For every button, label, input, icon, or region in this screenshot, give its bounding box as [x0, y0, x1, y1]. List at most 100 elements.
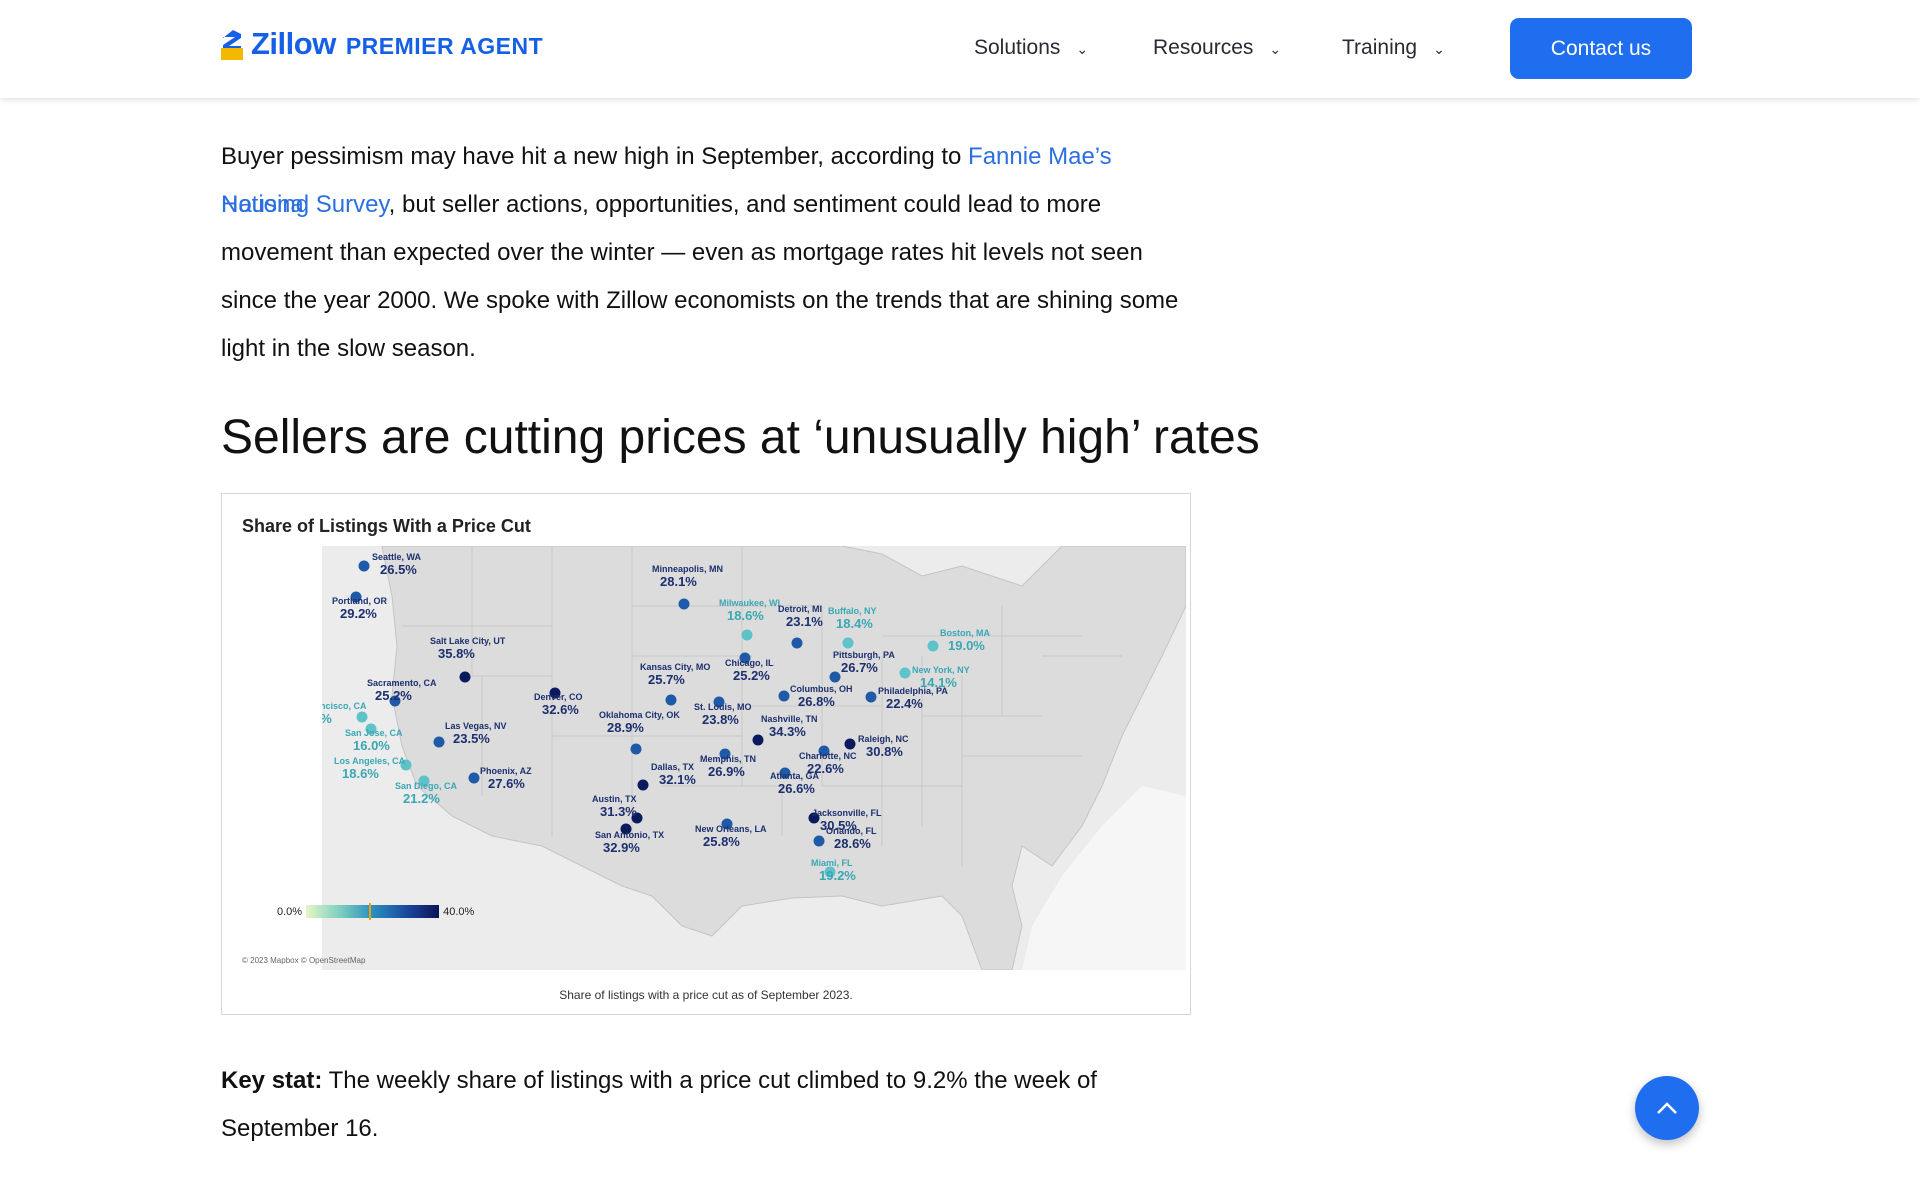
nav-resources[interactable]: Resources ⌄: [1153, 36, 1281, 60]
city-dot: [829, 671, 841, 683]
city-value-label: 22.6%: [807, 761, 844, 776]
city-dot: [630, 743, 642, 755]
city-value-label: 25.2%: [733, 668, 770, 683]
city-value-label: 25.8%: [703, 834, 740, 849]
city-value-label: 21.2%: [403, 791, 440, 806]
city-name-label: Austin, TX: [592, 794, 637, 804]
city-name-label: Memphis, TN: [700, 754, 756, 764]
city-name-label: Kansas City, MO: [640, 662, 710, 672]
city-value-label: 32.1%: [659, 772, 696, 787]
nav-solutions-label: Solutions: [974, 36, 1061, 59]
city-value-label: 26.5%: [380, 562, 417, 577]
city-name-label: Dallas, TX: [651, 762, 694, 772]
city-name-label: Milwaukee, WI: [719, 598, 780, 608]
logo-wordmark: Zillow: [251, 26, 336, 61]
color-legend: 0.0% 40.0%: [277, 903, 475, 920]
chevron-down-icon: ⌄: [1433, 40, 1445, 57]
scroll-to-top-button[interactable]: [1635, 1076, 1699, 1140]
key-stat: Key stat: The weekly share of listings w…: [221, 1057, 1201, 1153]
city-name-label: Detroit, MI: [778, 604, 822, 614]
city-dot: [665, 694, 677, 706]
city-name-label: New York, NY: [912, 665, 970, 675]
city-dot: [719, 748, 731, 760]
city-dot: [418, 775, 430, 787]
city-dot: [778, 690, 790, 702]
key-stat-text-2: September 16.: [221, 1115, 379, 1142]
city-dot: [791, 637, 803, 649]
nav-training[interactable]: Training ⌄: [1342, 36, 1445, 60]
city-dot: [678, 598, 690, 610]
city-value-label: 19.0%: [948, 638, 985, 653]
city-name-label: Sacramento, CA: [367, 678, 437, 688]
intro-text: Buyer pessimism may have hit a new high …: [221, 143, 969, 170]
nav-solutions[interactable]: Solutions ⌄: [974, 36, 1088, 60]
zillow-logo-icon: [221, 30, 243, 60]
fannie-mae-link[interactable]: Fannie Mae’s National: [221, 143, 1112, 218]
city-value-label: 22.4%: [886, 696, 923, 711]
city-name-label: Raleigh, NC: [858, 734, 909, 744]
city-name-label: Salt Lake City, UT: [430, 636, 506, 646]
legend-marker: [369, 903, 372, 920]
city-dot: [721, 818, 733, 830]
city-dot: [899, 667, 911, 679]
city-dot: [358, 560, 370, 572]
housing-survey-link[interactable]: Housing Survey: [221, 191, 389, 218]
city-dot: [459, 671, 471, 683]
city-value-label: 19.2%: [322, 711, 332, 726]
zillow-logo[interactable]: Zillow PREMIER AGENT: [221, 26, 543, 62]
chevron-down-icon: ⌄: [1269, 40, 1282, 57]
city-dot: [713, 696, 725, 708]
city-dot: [824, 866, 836, 878]
legend-max: 40.0%: [443, 905, 475, 918]
city-dot: [844, 738, 856, 750]
city-name-label: New Orleans, LA: [695, 824, 767, 834]
city-name-label: Oklahoma City, OK: [599, 710, 680, 720]
city-value-label: 25.2%: [375, 688, 412, 703]
site-header: Zillow PREMIER AGENT Solutions ⌄ Resourc…: [0, 0, 1920, 98]
contact-us-button[interactable]: Contact us: [1510, 18, 1692, 79]
city-value-label: 18.6%: [342, 766, 379, 781]
city-name-label: Chicago, IL: [725, 658, 774, 668]
city-dot: [927, 640, 939, 652]
section-heading: Sellers are cutting prices at ‘unusually…: [221, 411, 1260, 464]
city-name-label: Pittsburgh, PA: [833, 650, 895, 660]
city-marker-group: San Francisco, CA19.2%: [322, 701, 368, 726]
city-dot: [752, 734, 764, 746]
intro-line-3: movement than expected over the winter —…: [221, 239, 1143, 266]
city-name-label: Buffalo, NY: [828, 606, 877, 616]
city-dot: [813, 835, 825, 847]
city-name-label: Portland, OR: [332, 596, 388, 606]
city-dot: [549, 687, 561, 699]
intro-line-4: since the year 2000. We spoke with Zillo…: [221, 287, 1179, 314]
city-value-label: 31.3%: [600, 804, 637, 819]
city-value-label: 35.8%: [438, 646, 475, 661]
city-dot: [620, 823, 632, 835]
chevron-up-icon: [1657, 1102, 1677, 1114]
city-dot: [631, 812, 643, 824]
city-name-label: Columbus, OH: [790, 684, 853, 694]
city-dot: [739, 652, 751, 664]
key-stat-text: The weekly share of listings with a pric…: [322, 1067, 1097, 1094]
city-value-label: 28.1%: [660, 574, 697, 589]
city-name-label: Atlanta, GA: [770, 771, 820, 781]
city-name-label: San Francisco, CA: [322, 701, 367, 711]
city-dot: [808, 812, 820, 824]
us-land-shape: [381, 546, 1186, 970]
city-name-label: San Antonio, TX: [595, 830, 664, 840]
